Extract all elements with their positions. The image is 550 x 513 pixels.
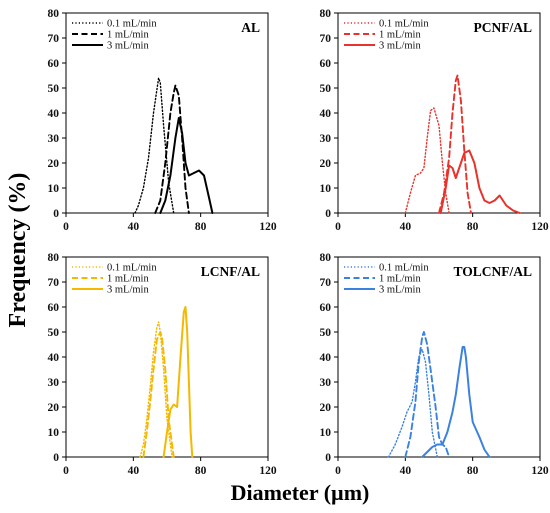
y-tick-label: 50 xyxy=(320,83,332,95)
plot-frame xyxy=(65,12,269,214)
panel-title: LCNF/AL xyxy=(201,264,260,279)
y-tick-label: 70 xyxy=(320,33,332,45)
series-line xyxy=(438,74,472,214)
y-tick-label: 0 xyxy=(53,452,59,464)
y-tick-label: 60 xyxy=(48,302,60,314)
x-tick-label: 80 xyxy=(467,221,479,233)
panel-title: AL xyxy=(241,20,260,35)
x-tick-label: 0 xyxy=(335,221,341,233)
x-tick-label: 80 xyxy=(195,221,207,233)
x-tick-label: 80 xyxy=(195,465,207,477)
legend-label: 0.1 mL/min xyxy=(107,19,157,30)
x-tick-label: 0 xyxy=(63,465,69,477)
y-tick-label: 20 xyxy=(48,158,60,170)
y-tick-label: 30 xyxy=(48,133,60,145)
y-tick-label: 30 xyxy=(48,377,60,389)
panel-title: PCNF/AL xyxy=(474,20,533,35)
y-tick-label: 70 xyxy=(48,33,60,45)
series-line xyxy=(421,346,491,458)
x-tick-label: 120 xyxy=(531,221,549,233)
y-tick-label: 80 xyxy=(320,252,332,264)
legend-label: 1 mL/min xyxy=(379,274,421,285)
y-tick-label: 40 xyxy=(320,352,332,364)
series-line xyxy=(439,149,521,214)
legend-label: 0.1 mL/min xyxy=(379,263,429,274)
y-tick-label: 70 xyxy=(48,277,60,289)
series-line xyxy=(404,107,450,214)
x-tick-label: 40 xyxy=(128,465,140,477)
y-tick-label: 0 xyxy=(325,208,331,220)
legend-label: 3 mL/min xyxy=(379,285,421,296)
panel-title: TOLCNF/AL xyxy=(453,264,532,279)
plot-frame xyxy=(337,12,541,214)
y-tick-label: 80 xyxy=(320,8,332,20)
y-tick-label: 0 xyxy=(325,452,331,464)
x-tick-label: 40 xyxy=(400,465,412,477)
x-tick-label: 120 xyxy=(531,465,549,477)
y-tick-label: 20 xyxy=(320,158,332,170)
y-tick-label: 20 xyxy=(48,402,60,414)
series-line xyxy=(159,117,214,214)
legend-label: 3 mL/min xyxy=(107,41,149,52)
series-line xyxy=(139,321,173,458)
y-tick-label: 80 xyxy=(48,252,60,264)
y-tick-label: 40 xyxy=(48,352,60,364)
y-tick-label: 70 xyxy=(320,277,332,289)
x-tick-label: 0 xyxy=(335,465,341,477)
x-tick-label: 40 xyxy=(128,221,140,233)
legend-label: 1 mL/min xyxy=(107,30,149,41)
x-axis-label: Diameter (µm) xyxy=(231,480,370,505)
y-tick-label: 60 xyxy=(320,58,332,70)
y-tick-label: 80 xyxy=(48,8,60,20)
y-tick-label: 60 xyxy=(320,302,332,314)
x-tick-label: 0 xyxy=(63,221,69,233)
legend-label: 1 mL/min xyxy=(379,30,421,41)
x-tick-label: 120 xyxy=(259,221,277,233)
y-tick-label: 10 xyxy=(48,183,60,195)
x-tick-label: 40 xyxy=(400,221,412,233)
plot-frame xyxy=(337,256,541,458)
y-tick-label: 30 xyxy=(320,377,332,389)
series-line xyxy=(387,348,438,458)
y-tick-label: 50 xyxy=(48,83,60,95)
y-tick-label: 10 xyxy=(320,183,332,195)
series-line xyxy=(154,84,190,214)
y-tick-label: 30 xyxy=(320,133,332,145)
legend-label: 0.1 mL/min xyxy=(107,263,157,274)
y-tick-label: 0 xyxy=(53,208,59,220)
legend-label: 3 mL/min xyxy=(379,41,421,52)
y-tick-label: 10 xyxy=(320,427,332,439)
y-tick-label: 50 xyxy=(48,327,60,339)
x-tick-label: 80 xyxy=(467,465,479,477)
x-tick-label: 120 xyxy=(259,465,277,477)
series-line xyxy=(404,331,451,458)
series-line xyxy=(162,306,194,458)
series-line xyxy=(142,331,175,458)
y-tick-label: 60 xyxy=(48,58,60,70)
y-tick-label: 10 xyxy=(48,427,60,439)
y-tick-label: 20 xyxy=(320,402,332,414)
y-axis-label: Frequency (%) xyxy=(5,173,31,328)
y-tick-label: 40 xyxy=(320,108,332,120)
legend-label: 1 mL/min xyxy=(107,274,149,285)
legend-label: 0.1 mL/min xyxy=(379,19,429,30)
y-tick-label: 40 xyxy=(48,108,60,120)
y-tick-label: 50 xyxy=(320,327,332,339)
legend-label: 3 mL/min xyxy=(107,285,149,296)
